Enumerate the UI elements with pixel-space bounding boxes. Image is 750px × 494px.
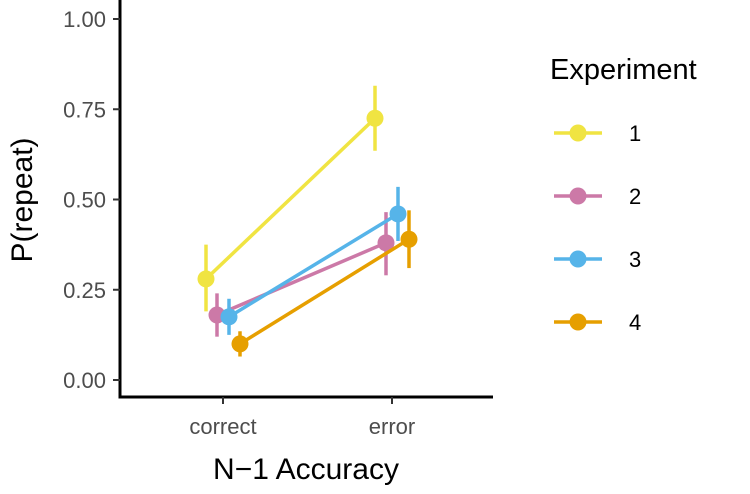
series-1: [197, 85, 384, 312]
data-point: [389, 205, 407, 223]
series-line: [204, 117, 377, 281]
legend-title: Experiment: [550, 54, 697, 86]
data-point: [220, 308, 238, 326]
y-tick-label: 0.25: [63, 278, 106, 303]
y-tick-label: 0.50: [63, 188, 106, 213]
axes: 0.00 0.25 0.50 0.75 1.00 correct error N−1 Accu…: [6, 0, 493, 486]
legend: Experiment 1 2 3 4: [550, 54, 697, 335]
series-4: [231, 210, 418, 357]
legend-item: 3: [554, 247, 641, 272]
legend-key-point: [569, 250, 587, 268]
legend-label: 2: [629, 184, 641, 209]
chart-marks: [197, 85, 418, 357]
legend-label: 4: [629, 310, 641, 335]
legend-item: 2: [554, 184, 641, 209]
legend-label: 3: [629, 247, 641, 272]
x-tick-label: correct: [189, 414, 256, 439]
legend-key-point: [569, 187, 587, 205]
series-line: [228, 212, 399, 319]
series-line: [239, 237, 410, 346]
legend-key-point: [569, 313, 587, 331]
legend-item: 4: [554, 310, 641, 335]
series-line: [216, 241, 387, 317]
legend-label: 1: [629, 121, 641, 146]
x-tick-label: error: [369, 414, 415, 439]
x-axis-title: N−1 Accuracy: [213, 453, 399, 486]
series-3: [220, 186, 407, 335]
y-tick-label: 1.00: [63, 7, 106, 32]
data-point: [377, 234, 395, 252]
y-tick-label: 0.75: [63, 97, 106, 122]
y-axis-title: P(repeat): [6, 137, 39, 262]
y-tick-label: 0.00: [63, 368, 106, 393]
data-point: [366, 109, 384, 127]
legend-item: 1: [554, 121, 641, 146]
data-point: [197, 270, 215, 288]
legend-key-point: [569, 124, 587, 142]
data-point: [400, 230, 418, 248]
data-point: [231, 335, 249, 353]
